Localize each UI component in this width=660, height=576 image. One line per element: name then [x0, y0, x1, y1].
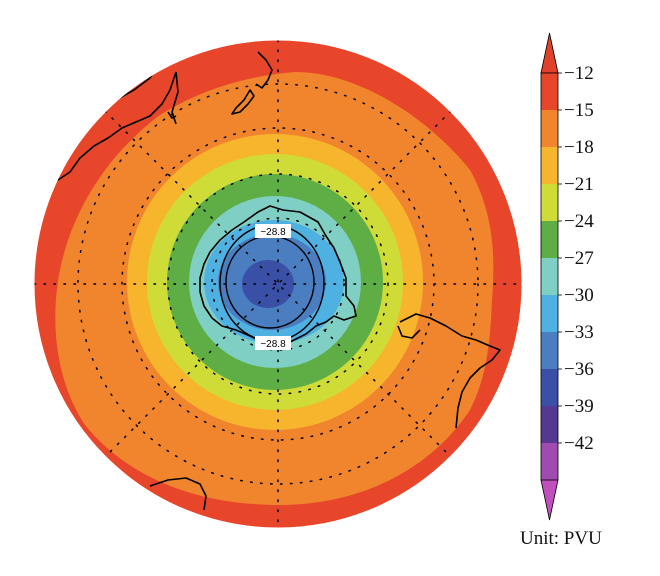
- colorbar-segment: [541, 332, 558, 370]
- colorbar-tick-label: −42: [564, 433, 594, 454]
- colorbar-tick-label: −30: [564, 285, 594, 306]
- contour-label-bottom-box: [255, 336, 291, 350]
- colorbar-tick-label: −36: [564, 359, 594, 380]
- parallel-4: [77, 83, 479, 485]
- coastline-antarctica: [199, 205, 357, 347]
- colorbar-tick-label: −39: [564, 396, 594, 417]
- colorbar-frame: [540, 72, 559, 481]
- coastline-australia: [49, 41, 177, 181]
- colorbar-tick-label: −21: [564, 174, 594, 195]
- meridian-135: [104, 110, 452, 458]
- colorbar-segment: [541, 147, 558, 185]
- colorbar-bottom-arrow: [540, 479, 559, 521]
- colorbar-tick-label: −24: [564, 211, 594, 232]
- colorbar-segment: [541, 184, 558, 222]
- unit-label: Unit: PVU: [520, 528, 602, 549]
- colorbar-segment: [541, 221, 558, 259]
- colorbar-segment: [541, 110, 558, 148]
- contour-label-bottom: −28.8: [255, 336, 291, 350]
- parallel-2: [167, 173, 389, 395]
- coastline-tasmania: [167, 111, 177, 119]
- contour-label-top-box: [255, 224, 291, 238]
- coastlines: [49, 41, 501, 511]
- colorbar-tick-label: −33: [564, 322, 594, 343]
- coastline-tierra-del-fuego: [397, 325, 421, 339]
- colorbar-tick-label: −18: [564, 137, 594, 158]
- coastline-new-zealand-south: [231, 89, 255, 115]
- coastline-africa: [149, 477, 207, 511]
- colorbar-segment: [541, 369, 558, 407]
- colorbar-segment: [541, 406, 558, 444]
- map-border: [33, 39, 523, 529]
- colorbar-segment: [541, 73, 558, 111]
- coastline-new-zealand-north: [255, 51, 273, 89]
- contour-label-bottom-text: −28.8: [260, 339, 286, 350]
- colorbar: −12 −15 −18 −21 −24 −27 −30 −33 −36 −39 −42: [540, 32, 594, 521]
- colorbar-top-arrow: [540, 32, 559, 74]
- colorbar-tick-label: −15: [564, 100, 594, 121]
- coastline-australia-east: [171, 71, 179, 125]
- colorbar-segment: [541, 295, 558, 333]
- band-36: [242, 260, 294, 308]
- coastline-south-america: [399, 313, 501, 429]
- colorbar-segment: [541, 258, 558, 296]
- colorbar-segment: [541, 443, 558, 481]
- contour-label-top-text: −28.8: [260, 227, 286, 238]
- contour-label-top: −28.8: [255, 224, 291, 238]
- colorbar-tick-label: −12: [564, 63, 594, 84]
- colorbar-tick-label: −27: [564, 248, 594, 269]
- meridian-45: [104, 110, 452, 458]
- polar-map: [34, 40, 522, 528]
- graticule: [34, 40, 522, 528]
